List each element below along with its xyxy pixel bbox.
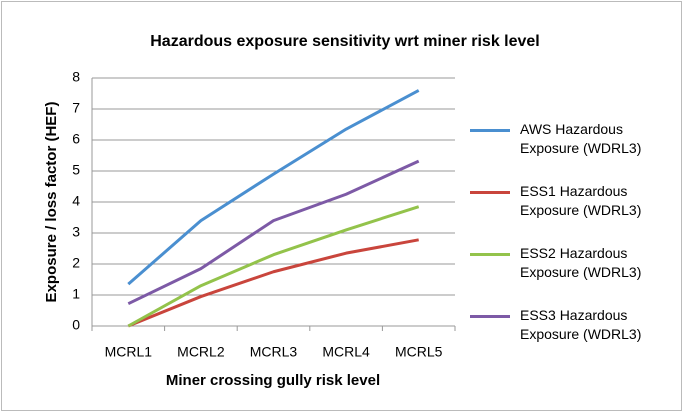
legend-swatch <box>470 191 510 194</box>
legend: AWS Hazardous Exposure (WDRL3) ESS1 Hazar… <box>470 120 670 368</box>
y-axis-label: Exposure / loss factor (HEF) <box>43 102 60 303</box>
legend-swatch <box>470 129 510 132</box>
x-tick-label: MCRL1 <box>105 344 153 360</box>
y-tick-label: 4 <box>72 193 80 209</box>
y-tick-label: 3 <box>72 224 80 240</box>
legend-entry: ESS1 Hazardous Exposure (WDRL3) <box>470 182 670 244</box>
x-tick-label: MCRL5 <box>395 344 443 360</box>
y-tick-label: 0 <box>72 317 80 333</box>
y-tick-label: 7 <box>72 100 80 116</box>
x-tick-label: MCRL2 <box>177 344 225 360</box>
legend-swatch <box>470 253 510 256</box>
chart-title: Hazardous exposure sensitivity wrt miner… <box>150 33 540 50</box>
legend-label: ESS1 Hazardous Exposure (WDRL3) <box>520 183 642 218</box>
legend-entry: ESS2 Hazardous Exposure (WDRL3) <box>470 244 670 306</box>
series-line <box>127 159 420 306</box>
series-line <box>127 89 420 286</box>
y-tick-label: 2 <box>72 255 80 271</box>
legend-label: ESS2 Hazardous Exposure (WDRL3) <box>520 245 642 280</box>
y-tick-label: 8 <box>72 69 80 85</box>
y-tick-label: 1 <box>72 286 80 302</box>
y-tick-label: 6 <box>72 131 80 147</box>
series-line <box>127 205 420 328</box>
legend-entry: ESS3 Hazardous Exposure (WDRL3) <box>470 306 670 368</box>
series-line <box>127 238 419 328</box>
legend-entry: AWS Hazardous Exposure (WDRL3) <box>470 120 670 182</box>
x-tick-label: MCRL3 <box>250 344 298 360</box>
y-tick-label: 5 <box>72 162 80 178</box>
x-tick-label: MCRL4 <box>322 344 370 360</box>
legend-label: ESS3 Hazardous Exposure (WDRL3) <box>520 307 642 342</box>
legend-swatch <box>470 315 510 318</box>
legend-label: AWS Hazardous Exposure (WDRL3) <box>520 121 642 156</box>
x-axis-label: Miner crossing gully risk level <box>166 372 380 389</box>
